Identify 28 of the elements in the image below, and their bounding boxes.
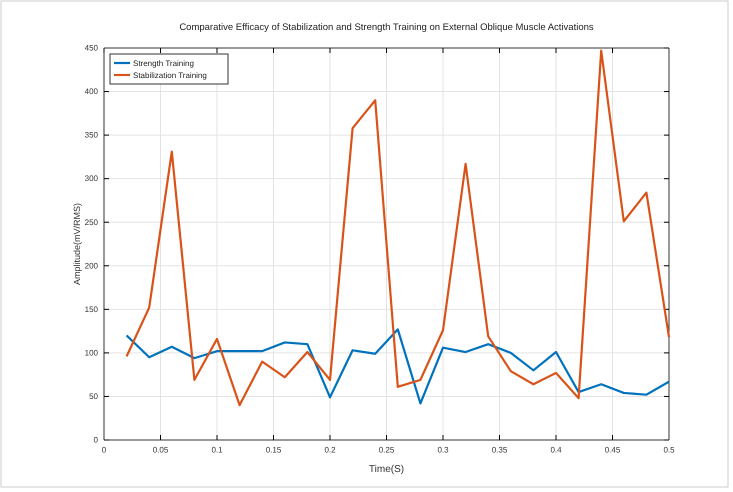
- y-tick-label: 250: [84, 218, 99, 227]
- y-tick-label: 200: [84, 261, 99, 270]
- legend-label: Stabilization Training: [133, 71, 207, 80]
- x-tick-label: 0.25: [378, 446, 395, 455]
- x-tick-label: 0.45: [604, 446, 621, 455]
- x-tick-label: 0.3: [437, 446, 450, 455]
- x-tick-label: 0.2: [324, 446, 336, 455]
- x-tick-label: 0.5: [663, 446, 676, 455]
- y-tick-label: 450: [84, 44, 99, 53]
- line-series: [126, 50, 670, 406]
- x-tick-label: 0.1: [211, 446, 224, 455]
- x-tick-label: 0.15: [266, 446, 282, 455]
- y-tick-label: 400: [84, 87, 99, 96]
- y-tick-label: 50: [89, 392, 99, 402]
- y-tick-label: 350: [84, 130, 99, 140]
- x-tick-label: 0.4: [550, 446, 562, 455]
- x-tick-label: 0.05: [152, 446, 169, 455]
- line-series: [126, 328, 670, 405]
- x-axis-title: Time(S): [368, 464, 404, 475]
- y-tick-label: 0: [94, 436, 99, 445]
- y-tick-label: 300: [84, 174, 99, 184]
- y-tick-label: 150: [84, 304, 99, 314]
- x-tick-label: 0: [102, 446, 107, 455]
- y-tick-label: 100: [84, 348, 99, 358]
- x-tick-label: 0.35: [492, 446, 508, 455]
- legend-label: Strength Training: [133, 59, 194, 68]
- chart-title: Comparative Efficacy of Stabilization and Strength Training on External Oblique Muscle Activations: [179, 22, 594, 33]
- y-axis-title: Amplitude(mV/RMS): [72, 202, 82, 286]
